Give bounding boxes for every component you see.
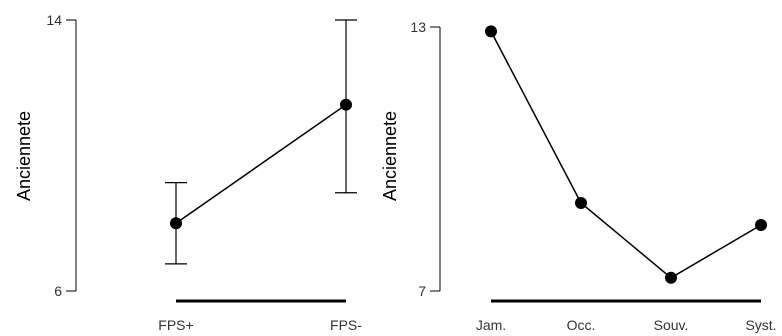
right-data-points	[485, 25, 767, 284]
left-data-point-1	[340, 98, 352, 111]
right-data-point-0	[485, 25, 497, 38]
left-y-ticks: 6 14	[46, 12, 76, 299]
left-y-tick-label-1: 14	[46, 12, 62, 28]
right-panel: Anciennete 7 13 Jam. Occ. Souv. Syst.	[380, 19, 777, 333]
right-x-tick-label-0: Jam.	[476, 317, 506, 333]
right-y-ticks: 7 13	[410, 19, 440, 299]
right-data-point-2	[665, 271, 677, 284]
right-x-tick-labels: Jam. Occ. Souv. Syst.	[476, 317, 777, 333]
right-x-tick-label-2: Souv.	[654, 317, 689, 333]
left-data-points	[170, 98, 352, 230]
left-series-line	[175, 104, 347, 224]
left-x-tick-label-1: FPS-	[330, 317, 362, 333]
left-x-tick-labels: FPS+ FPS-	[158, 317, 362, 333]
right-data-point-1	[575, 197, 587, 209]
right-series-line	[490, 31, 762, 279]
left-y-axis-title: Anciennete	[14, 111, 34, 201]
right-y-tick-label-0: 7	[418, 283, 426, 299]
right-y-tick-label-1: 13	[410, 19, 426, 35]
left-panel: Anciennete 6 14 FPS+ FPS-	[14, 12, 362, 333]
right-x-tick-label-1: Occ.	[567, 317, 596, 333]
left-data-point-0	[170, 217, 182, 230]
right-y-axis-title: Anciennete	[380, 111, 400, 201]
right-x-tick-label-3: Syst.	[745, 317, 776, 333]
right-data-point-3	[755, 219, 767, 231]
left-x-tick-label-0: FPS+	[158, 317, 193, 333]
left-y-tick-label-0: 6	[54, 283, 62, 299]
left-error-bars	[165, 19, 357, 265]
